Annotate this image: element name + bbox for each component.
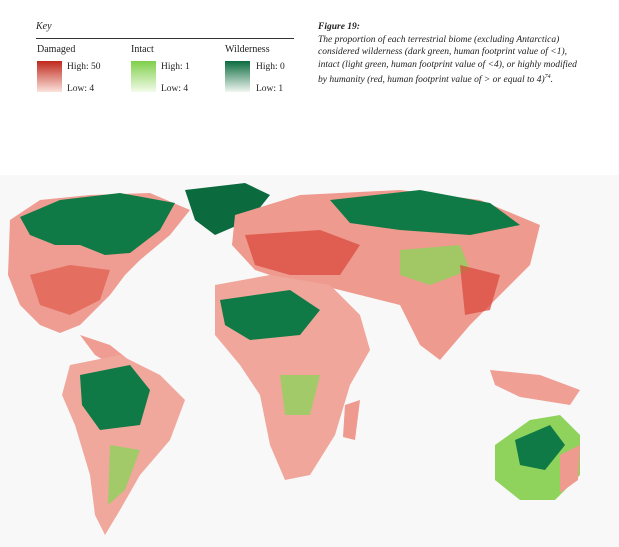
swatch-intact bbox=[131, 61, 156, 92]
australia-damaged bbox=[560, 445, 580, 493]
legend-label: Intact bbox=[131, 44, 154, 55]
key-rule bbox=[36, 38, 294, 39]
north-america-wilderness bbox=[20, 193, 175, 255]
world-map bbox=[0, 175, 619, 547]
legend-low: Low: 4 bbox=[67, 84, 95, 94]
legend-high: High: 1 bbox=[161, 62, 190, 72]
australia-wilderness bbox=[515, 425, 565, 470]
north-america-damaged bbox=[30, 265, 110, 315]
madagascar bbox=[343, 400, 360, 440]
footnote: 74 bbox=[544, 74, 551, 80]
legend-low: Low: 1 bbox=[256, 84, 284, 94]
china-damaged bbox=[460, 265, 500, 315]
africa-intact bbox=[280, 375, 320, 415]
legend-label: Wilderness bbox=[225, 44, 270, 55]
swatch-damaged bbox=[37, 61, 62, 92]
legend-label: Damaged bbox=[37, 44, 76, 55]
legend-high: High: 0 bbox=[256, 62, 285, 72]
sahara-wilderness bbox=[220, 290, 320, 340]
legend-high: High: 50 bbox=[67, 62, 101, 72]
europe-damaged bbox=[245, 230, 360, 275]
siberia-wilderness bbox=[330, 190, 520, 235]
swatch-wilderness bbox=[225, 61, 250, 92]
central-asia-intact bbox=[400, 245, 470, 285]
amazon-wilderness bbox=[80, 365, 150, 430]
indonesia bbox=[490, 370, 580, 405]
key-title: Key bbox=[36, 21, 52, 32]
legend-low: Low: 4 bbox=[161, 84, 189, 94]
caption-text: The proportion of each terrestrial biome… bbox=[318, 34, 577, 86]
south-america-intact bbox=[108, 445, 140, 505]
figure-caption: Figure 19: The proportion of each terrest… bbox=[318, 22, 577, 86]
figure-label: Figure 19: bbox=[318, 22, 360, 32]
greenland bbox=[185, 183, 270, 235]
